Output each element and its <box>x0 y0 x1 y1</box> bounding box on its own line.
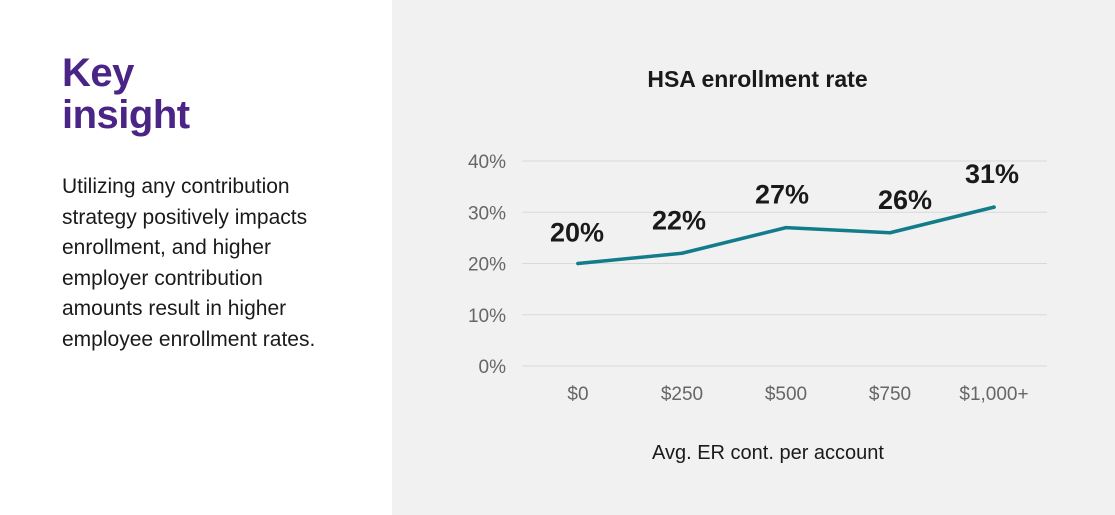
y-tick-label: 10% <box>468 306 506 327</box>
data-label: 20% <box>550 218 604 248</box>
insight-body: Utilizing any contribution strategy posi… <box>62 175 316 351</box>
x-axis-title: Avg. ER cont. per account <box>652 442 884 464</box>
series-line <box>576 205 996 266</box>
data-label: 27% <box>755 180 809 210</box>
insight-panel: Key insight Utilizing any contribution s… <box>0 0 392 515</box>
x-tick-label: $750 <box>869 384 911 405</box>
data-point <box>784 225 788 230</box>
chart-panel: HSA enrollment rate 0% 10% 20% 30% 40% $0 $250… <box>392 0 1115 515</box>
y-tick-label: 40% <box>468 152 506 173</box>
x-tick-label: $0 <box>567 384 588 405</box>
line-chart: 0% 10% 20% 30% 40% $0 $250 $500 $750 $1,000+ 20% 22… <box>468 152 1047 405</box>
y-tick-label: 30% <box>468 203 506 224</box>
data-point <box>576 261 580 266</box>
data-label: 31% <box>965 159 1019 189</box>
y-tick-label: 0% <box>479 357 507 378</box>
data-point <box>680 251 684 256</box>
insight-heading-line1: Key <box>62 51 134 95</box>
data-point <box>992 205 996 209</box>
x-tick-label: $250 <box>661 384 703 405</box>
insight-heading: Key insight <box>62 52 362 136</box>
data-label: 22% <box>652 205 706 235</box>
chart-title: HSA enrollment rate <box>647 66 868 92</box>
data-point <box>888 230 892 235</box>
x-tick-label: $1,000+ <box>959 384 1028 405</box>
x-tick-label: $500 <box>765 384 807 405</box>
y-tick-label: 20% <box>468 255 506 276</box>
data-label: 26% <box>878 185 932 215</box>
insight-heading-line2: insight <box>62 93 190 137</box>
